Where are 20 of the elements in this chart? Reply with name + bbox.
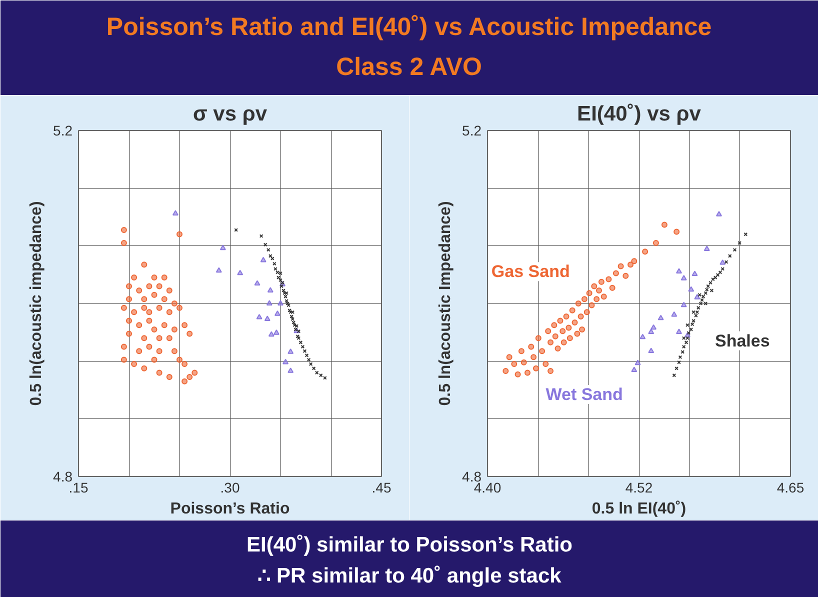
- y-axis-title: 0.5 ln(acoustic impedance): [28, 201, 46, 406]
- y-tick-label: 5.2: [462, 122, 482, 138]
- chart-title: EI(40˚) vs ρv: [577, 102, 702, 126]
- text: Poisson’s Ratio and EI(40˚) vs Acoustic Impedance: [106, 13, 712, 42]
- x-tick-label: 4.65: [776, 480, 804, 496]
- series-label: Shales: [715, 331, 770, 350]
- x-tick-label: .30: [220, 480, 240, 496]
- text: Class 2 AVO: [336, 53, 482, 81]
- text: EI(40˚) similar to Poisson’s Ratio: [246, 534, 572, 557]
- series-label: Wet Sand: [546, 385, 623, 404]
- series-label: Gas Sand: [491, 262, 570, 282]
- y-axis-title: 0.5 ln(acoustic Impedance): [437, 201, 454, 406]
- chart-title: σ vs ρv: [192, 102, 268, 126]
- y-tick-label: 5.2: [53, 122, 73, 138]
- y-tick-label: 4.8: [53, 468, 73, 484]
- x-tick-label: .45: [372, 480, 392, 496]
- text: ∴ PR similar to 40˚ angle stack: [258, 564, 562, 588]
- x-tick-label: 4.52: [625, 480, 653, 496]
- x-axis-title: 0.5 ln EI(40˚): [592, 500, 686, 518]
- x-axis-title: Poisson’s Ratio: [170, 500, 290, 518]
